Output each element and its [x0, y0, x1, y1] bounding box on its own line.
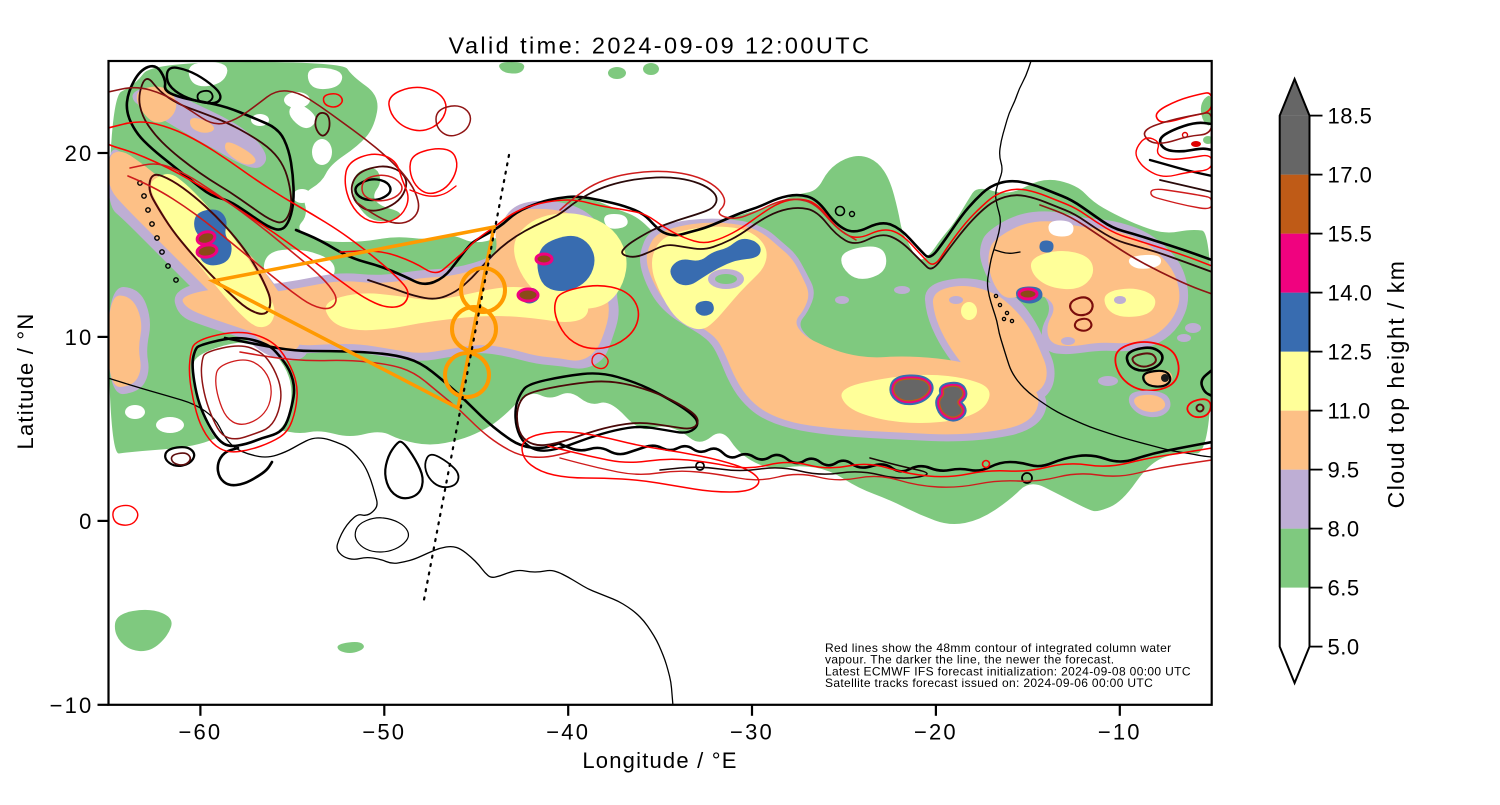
svg-text:10: 10 [65, 325, 94, 350]
svg-text:Latest ECMWF IFS forecast init: Latest ECMWF IFS forecast initialization… [825, 664, 1191, 678]
svg-text:9.5: 9.5 [1328, 458, 1360, 483]
svg-text:0: 0 [79, 509, 93, 534]
svg-text:Longitude / °E: Longitude / °E [582, 748, 737, 773]
svg-text:Valid time: 2024-09-09 12:00UT: Valid time: 2024-09-09 12:00UTC [449, 33, 872, 59]
svg-text:11.0: 11.0 [1328, 399, 1371, 424]
svg-text:vapour. The darker the line, t: vapour. The darker the line, the newer t… [825, 653, 1114, 667]
svg-text:8.0: 8.0 [1328, 517, 1360, 542]
svg-text:5.0: 5.0 [1328, 635, 1360, 660]
svg-text:Cloud top height / km: Cloud top height / km [1383, 260, 1409, 509]
svg-text:15.5: 15.5 [1328, 222, 1373, 247]
svg-text:Satellite tracks forecast issu: Satellite tracks forecast issued on: 202… [825, 676, 1153, 690]
svg-text:−10: −10 [50, 693, 94, 718]
svg-text:Red lines show the 48mm contou: Red lines show the 48mm contour of integ… [825, 641, 1171, 655]
svg-text:20: 20 [65, 141, 94, 166]
svg-text:−30: −30 [730, 719, 774, 744]
svg-text:−40: −40 [546, 719, 590, 744]
svg-text:17.0: 17.0 [1328, 163, 1373, 188]
svg-text:−20: −20 [914, 719, 958, 744]
svg-text:14.0: 14.0 [1328, 281, 1373, 306]
svg-text:Latitude / °N: Latitude / °N [13, 313, 38, 450]
svg-text:−10: −10 [1098, 719, 1142, 744]
svg-text:6.5: 6.5 [1328, 576, 1360, 601]
svg-text:12.5: 12.5 [1328, 340, 1373, 365]
svg-text:−60: −60 [178, 719, 222, 744]
svg-text:18.5: 18.5 [1328, 104, 1373, 129]
svg-text:−50: −50 [362, 719, 406, 744]
